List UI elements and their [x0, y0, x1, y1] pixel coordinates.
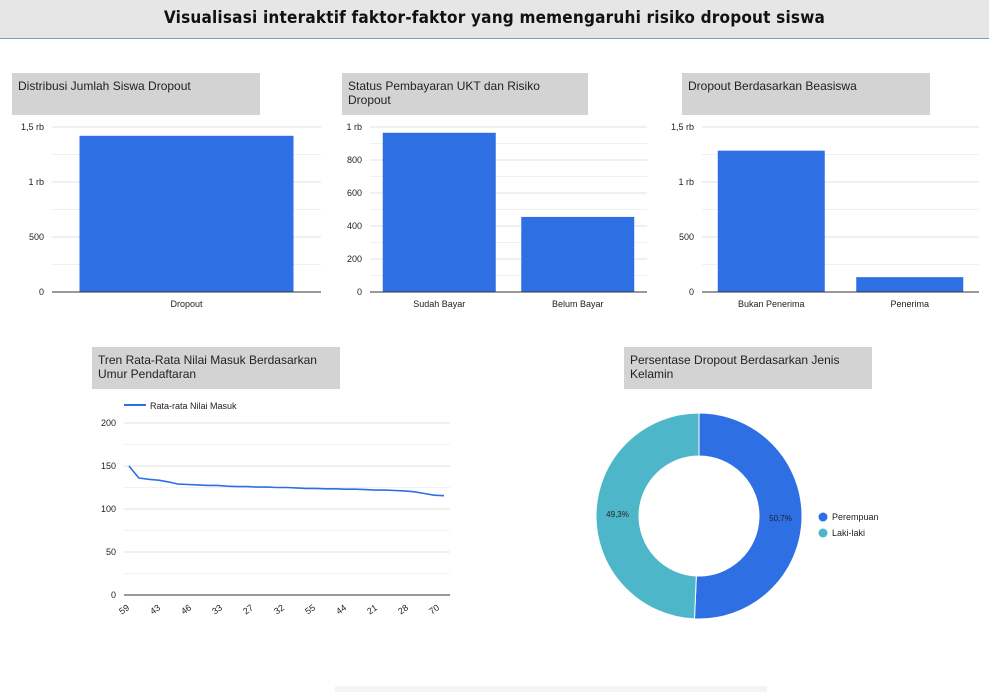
- legend-label: Laki-laki: [832, 528, 865, 538]
- y-tick-label: 200: [347, 254, 362, 264]
- y-tick-label: 0: [357, 287, 362, 297]
- chart-title-entry-score-trend: Tren Rata-Rata Nilai Masuk Berdasarkan U…: [92, 347, 340, 389]
- y-tick-label: 50: [106, 547, 116, 557]
- page-title: Visualisasi interaktif faktor-faktor yan…: [163, 8, 826, 28]
- bar-penerima: [856, 277, 964, 292]
- y-tick-label: 800: [347, 155, 362, 165]
- series-line-rata-rata-nilai-masuk: [128, 465, 445, 497]
- legend-swatch-laki-laki: [818, 528, 828, 538]
- chart-title-dropout-distribution: Distribusi Jumlah Siswa Dropout: [12, 73, 260, 115]
- x-tick-label: 70: [427, 602, 441, 616]
- footer-strip: [335, 686, 767, 692]
- x-tick-label: 43: [148, 602, 162, 616]
- x-tick-label: 59: [117, 602, 131, 616]
- legend-label: Perempuan: [832, 512, 879, 522]
- x-tick-label: Bukan Penerima: [738, 299, 805, 309]
- bar-dropout: [79, 135, 294, 292]
- x-tick-label: 55: [303, 602, 317, 616]
- y-tick-label: 0: [111, 590, 116, 600]
- slice-laki-laki: [595, 412, 700, 620]
- chart-title-scholarship: Dropout Berdasarkan Beasiswa: [682, 73, 930, 115]
- y-tick-label: 500: [679, 232, 694, 242]
- header-bar: Visualisasi interaktif faktor-faktor yan…: [0, 0, 989, 39]
- bar-bukan-penerima: [717, 150, 825, 292]
- x-tick-label: Belum Bayar: [552, 299, 604, 309]
- x-tick-label: 27: [241, 602, 255, 616]
- slice-value-label: 50,7%: [769, 514, 792, 523]
- x-tick-label: 32: [272, 602, 286, 616]
- y-tick-label: 0: [689, 287, 694, 297]
- y-tick-label: 600: [347, 188, 362, 198]
- y-tick-label: 500: [29, 232, 44, 242]
- y-tick-label: 1 rb: [28, 177, 44, 187]
- chart-title-gender-percentage: Persentase Dropout Berdasarkan Jenis Kel…: [624, 347, 872, 389]
- slice-value-label: 49,3%: [606, 510, 629, 519]
- chart-ukt-status[interactable]: 0 200 400 600 800 1 rb Sudah Bayar Belum Bayar: [330, 115, 660, 325]
- y-tick-label: 1 rb: [346, 122, 362, 132]
- x-tick-label: 28: [396, 602, 410, 616]
- chart-dropout-distribution[interactable]: 0 500 1 rb 1,5 rb Dropout: [0, 115, 330, 325]
- slice-perempuan: [693, 412, 803, 620]
- y-tick-label: 400: [347, 221, 362, 231]
- bar-belum-bayar: [521, 216, 635, 292]
- y-tick-label: 1,5 rb: [21, 122, 44, 132]
- x-tick-label: 33: [210, 602, 224, 616]
- chart-title-ukt-status: Status Pembayaran UKT dan Risiko Dropout: [342, 73, 588, 115]
- y-tick-label: 1,5 rb: [671, 122, 694, 132]
- chart-gender-percentage[interactable]: 50,7% 49,3% Perempuan Laki-laki: [580, 410, 900, 650]
- y-tick-label: 1 rb: [678, 177, 694, 187]
- chart-scholarship[interactable]: 0 500 1 rb 1,5 rb Bukan Penerima Penerima: [660, 115, 989, 325]
- x-tick-label: Dropout: [170, 299, 203, 309]
- x-tick-label: Sudah Bayar: [413, 299, 465, 309]
- legend-label: Rata-rata Nilai Masuk: [150, 401, 237, 411]
- legend-swatch-perempuan: [818, 512, 828, 522]
- y-tick-label: 150: [101, 461, 116, 471]
- y-tick-label: 0: [39, 287, 44, 297]
- x-tick-label: Penerima: [890, 299, 929, 309]
- chart-entry-score-trend[interactable]: Rata-rata Nilai Masuk 0 50 100 150 200 59 43 46 3…: [90, 392, 470, 632]
- y-tick-label: 100: [101, 504, 116, 514]
- bar-sudah-bayar: [382, 132, 496, 292]
- x-tick-label: 44: [334, 602, 348, 616]
- x-tick-label: 21: [365, 602, 379, 616]
- x-tick-label: 46: [179, 602, 193, 616]
- y-tick-label: 200: [101, 418, 116, 428]
